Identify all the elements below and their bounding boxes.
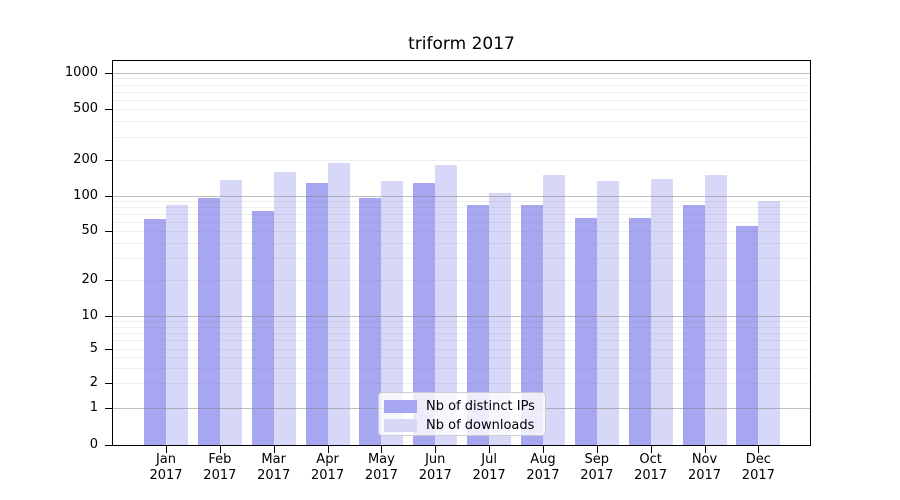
y-tick-label: 200: [73, 152, 98, 167]
bar-downloads-oct: [650, 178, 673, 445]
x-tick-label: Oct 2017: [634, 452, 668, 483]
y-tick: [105, 73, 112, 74]
legend-label-downloads: Nb of downloads: [426, 417, 535, 433]
bar-downloads-jan: [166, 205, 188, 445]
x-tick-label: Sep 2017: [580, 452, 614, 483]
bar-ips-jul: [467, 205, 490, 445]
x-tick-label: Nov 2017: [687, 452, 722, 483]
y-tick-label: 20: [81, 272, 98, 287]
x-tick: [489, 446, 491, 453]
bars-layer: [113, 61, 810, 445]
bar-ips-jan: [144, 218, 166, 445]
x-tick-label: Jul 2017: [472, 452, 506, 483]
bar-downloads-feb: [219, 179, 242, 445]
x-tick: [758, 446, 760, 453]
bar-ips-mar: [251, 210, 274, 445]
y-tick: [105, 160, 112, 161]
bar-ips-jun: [413, 182, 436, 445]
bar-ips-aug: [520, 205, 543, 445]
bar-downloads-jul: [489, 193, 512, 445]
bar-downloads-sep: [596, 181, 619, 445]
bar-ips-may: [359, 197, 382, 445]
y-tick-label: 1: [89, 400, 98, 415]
chart-title: triform 2017: [408, 34, 515, 54]
y-tick: [105, 445, 112, 446]
x-tick: [381, 446, 383, 453]
x-tick-label: Jan 2017: [149, 452, 183, 483]
bar-ips-sep: [574, 217, 597, 445]
bar-downloads-mar: [273, 172, 296, 445]
x-tick-label: Apr 2017: [311, 452, 345, 483]
y-tick: [105, 349, 112, 350]
x-tick: [596, 446, 598, 453]
x-tick-label: Aug 2017: [526, 452, 560, 483]
y-tick: [105, 196, 112, 197]
y-tick-label: 500: [73, 101, 98, 116]
legend-item-downloads: Nb of downloads: [384, 416, 545, 435]
bar-downloads-apr: [327, 163, 350, 445]
y-tick-label: 50: [81, 223, 98, 238]
y-tick-label: 100: [73, 188, 98, 203]
x-tick-label: Feb 2017: [203, 452, 237, 483]
y-tick-label: 2: [89, 375, 98, 390]
y-tick: [105, 109, 112, 110]
bar-ips-feb: [197, 197, 220, 445]
y-tick: [105, 280, 112, 281]
bar-ips-oct: [628, 217, 651, 445]
bar-downloads-nov: [704, 174, 727, 445]
legend-label-distinct-ips: Nb of distinct IPs: [426, 398, 535, 414]
x-tick-label: May 2017: [364, 452, 398, 483]
y-tick: [105, 231, 112, 232]
legend-swatch-distinct-ips: [384, 400, 417, 413]
bar-downloads-dec: [758, 201, 781, 445]
legend-item-distinct-ips: Nb of distinct IPs: [384, 397, 545, 416]
x-tick: [542, 446, 544, 453]
y-tick: [105, 316, 112, 317]
bar-downloads-jun: [435, 164, 458, 445]
bar-downloads-may: [381, 181, 404, 445]
y-tick-label: 10: [81, 308, 98, 323]
x-tick: [650, 446, 652, 453]
x-tick: [435, 446, 437, 453]
bar-ips-nov: [682, 205, 705, 445]
bar-ips-dec: [736, 226, 759, 445]
legend: Nb of distinct IPs Nb of downloads: [378, 392, 546, 436]
bar-ips-apr: [305, 182, 328, 445]
x-tick: [219, 446, 221, 453]
y-tick-label: 5: [89, 341, 98, 356]
y-tick: [105, 408, 112, 409]
x-tick-label: Jun 2017: [418, 452, 452, 483]
y-tick: [105, 383, 112, 384]
x-tick: [327, 446, 329, 453]
x-tick: [704, 446, 706, 453]
y-tick-label: 1000: [64, 65, 98, 80]
x-tick: [273, 446, 275, 453]
x-tick: [166, 446, 167, 453]
bar-downloads-aug: [542, 174, 565, 445]
legend-swatch-downloads: [384, 419, 417, 432]
y-tick-label: 0: [89, 437, 98, 452]
x-tick-label: Dec 2017: [741, 452, 775, 483]
plot-area: [112, 60, 811, 446]
x-tick-label: Mar 2017: [257, 452, 291, 483]
